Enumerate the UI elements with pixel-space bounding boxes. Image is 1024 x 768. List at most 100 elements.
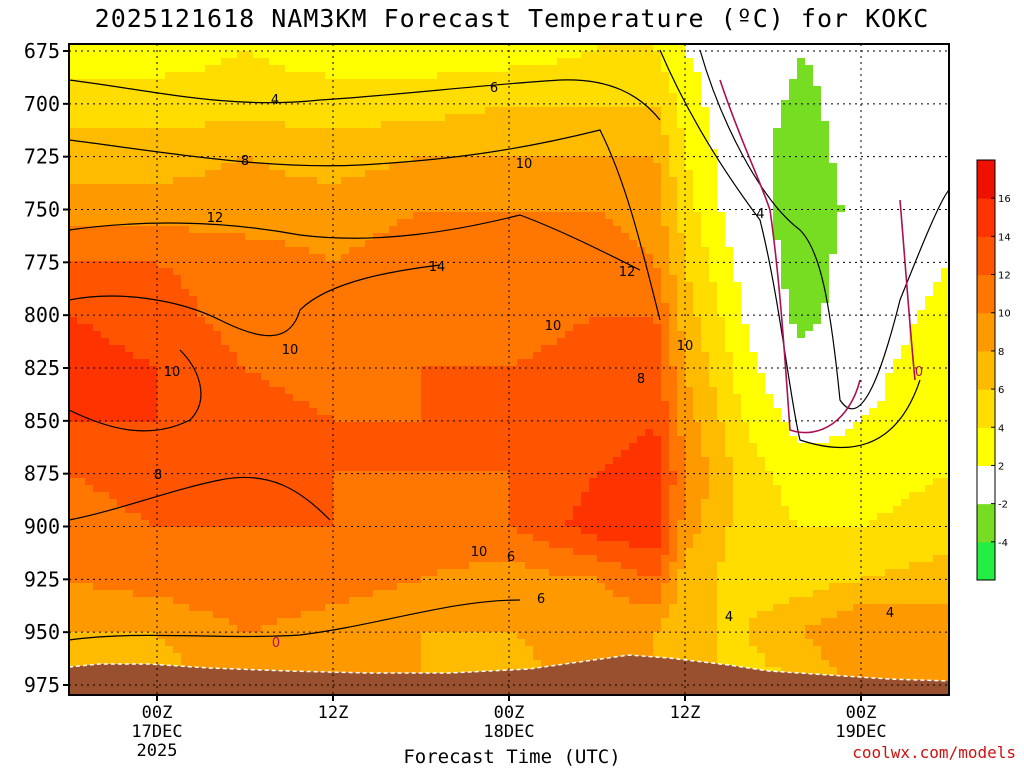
field-cell bbox=[85, 65, 94, 73]
field-cell bbox=[597, 310, 606, 318]
field-cell bbox=[237, 240, 246, 248]
field-cell bbox=[845, 254, 854, 262]
field-cell bbox=[181, 345, 190, 353]
field-cell bbox=[749, 324, 758, 332]
field-cell bbox=[237, 93, 246, 101]
field-cell bbox=[133, 219, 142, 227]
field-cell bbox=[597, 296, 606, 304]
field-cell bbox=[493, 198, 502, 206]
field-cell bbox=[285, 163, 294, 171]
field-cell bbox=[653, 79, 662, 87]
field-cell bbox=[853, 135, 862, 143]
field-cell bbox=[829, 156, 838, 164]
field-cell bbox=[397, 72, 406, 80]
field-cell bbox=[565, 282, 574, 290]
field-cell bbox=[533, 261, 542, 269]
field-cell bbox=[853, 184, 862, 192]
field-cell bbox=[381, 191, 390, 199]
field-cell bbox=[781, 184, 790, 192]
field-cell bbox=[237, 331, 246, 339]
field-cell bbox=[189, 247, 198, 255]
field-cell bbox=[597, 198, 606, 206]
field-cell bbox=[373, 163, 382, 171]
field-cell bbox=[269, 317, 278, 325]
field-cell bbox=[589, 163, 598, 171]
field-cell bbox=[637, 93, 646, 101]
field-cell bbox=[125, 240, 134, 248]
field-cell bbox=[117, 310, 126, 318]
field-cell bbox=[373, 184, 382, 192]
field-cell bbox=[485, 205, 494, 213]
field-cell bbox=[85, 345, 94, 353]
field-cell bbox=[101, 282, 110, 290]
field-cell bbox=[765, 58, 774, 66]
field-cell bbox=[293, 282, 302, 290]
field-cell bbox=[357, 268, 366, 276]
field-cell bbox=[101, 58, 110, 66]
field-cell bbox=[533, 240, 542, 248]
field-cell bbox=[525, 219, 534, 227]
field-cell bbox=[669, 51, 678, 59]
field-cell bbox=[389, 345, 398, 353]
field-cell bbox=[677, 107, 686, 115]
field-cell bbox=[397, 352, 406, 360]
field-cell bbox=[893, 170, 902, 178]
field-cell bbox=[517, 282, 526, 290]
field-cell bbox=[325, 86, 334, 94]
field-cell bbox=[557, 296, 566, 304]
field-cell bbox=[165, 268, 174, 276]
field-cell bbox=[837, 310, 846, 318]
field-cell bbox=[645, 107, 654, 115]
field-cell bbox=[733, 212, 742, 220]
field-cell bbox=[125, 268, 134, 276]
field-cell bbox=[437, 107, 446, 115]
field-cell bbox=[629, 128, 638, 136]
field-cell bbox=[861, 233, 870, 241]
field-cell bbox=[557, 303, 566, 311]
field-cell bbox=[765, 226, 774, 234]
field-cell bbox=[909, 177, 918, 185]
field-cell bbox=[397, 79, 406, 87]
field-cell bbox=[421, 114, 430, 122]
field-cell bbox=[853, 107, 862, 115]
field-cell bbox=[213, 338, 222, 346]
field-cell bbox=[837, 156, 846, 164]
field-cell bbox=[325, 212, 334, 220]
field-cell bbox=[757, 135, 766, 143]
field-cell bbox=[397, 247, 406, 255]
field-cell bbox=[77, 359, 86, 367]
field-cell bbox=[69, 282, 78, 290]
field-cell bbox=[717, 338, 726, 346]
field-cell bbox=[781, 51, 790, 59]
field-cell bbox=[581, 191, 590, 199]
field-cell bbox=[685, 289, 694, 297]
field-cell bbox=[933, 107, 942, 115]
field-cell bbox=[301, 100, 310, 108]
field-cell bbox=[101, 359, 110, 367]
field-cell bbox=[301, 352, 310, 360]
field-cell bbox=[517, 254, 526, 262]
field-cell bbox=[357, 205, 366, 213]
field-cell bbox=[261, 149, 270, 157]
field-cell bbox=[325, 121, 334, 129]
field-cell bbox=[661, 86, 670, 94]
field-cell bbox=[533, 51, 542, 59]
field-cell bbox=[437, 149, 446, 157]
field-cell bbox=[85, 247, 94, 255]
field-cell bbox=[469, 79, 478, 87]
field-cell bbox=[493, 163, 502, 171]
field-cell bbox=[69, 345, 78, 353]
field-cell bbox=[253, 184, 262, 192]
field-cell bbox=[613, 338, 622, 346]
field-cell bbox=[173, 282, 182, 290]
field-cell bbox=[317, 317, 326, 325]
field-cell bbox=[541, 289, 550, 297]
field-cell bbox=[549, 331, 558, 339]
field-cell bbox=[269, 86, 278, 94]
field-cell bbox=[325, 58, 334, 66]
field-cell bbox=[189, 268, 198, 276]
field-cell bbox=[629, 135, 638, 143]
field-cell bbox=[901, 128, 910, 136]
field-cell bbox=[189, 261, 198, 269]
field-cell bbox=[189, 226, 198, 234]
